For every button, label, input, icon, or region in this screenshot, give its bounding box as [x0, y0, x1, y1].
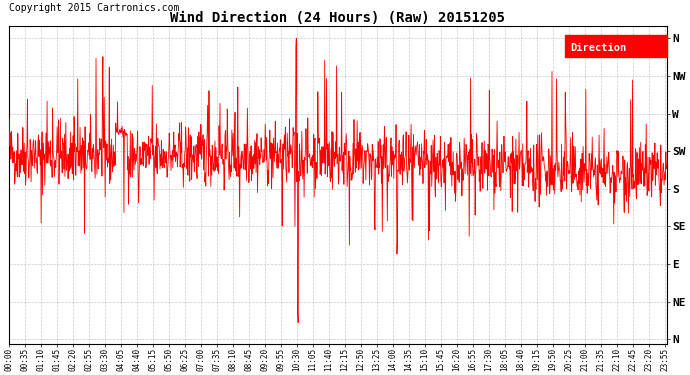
Title: Wind Direction (24 Hours) (Raw) 20151205: Wind Direction (24 Hours) (Raw) 20151205 — [170, 10, 505, 24]
Text: Direction: Direction — [570, 43, 627, 53]
Text: Copyright 2015 Cartronics.com: Copyright 2015 Cartronics.com — [9, 3, 179, 13]
Bar — [565, 35, 667, 57]
